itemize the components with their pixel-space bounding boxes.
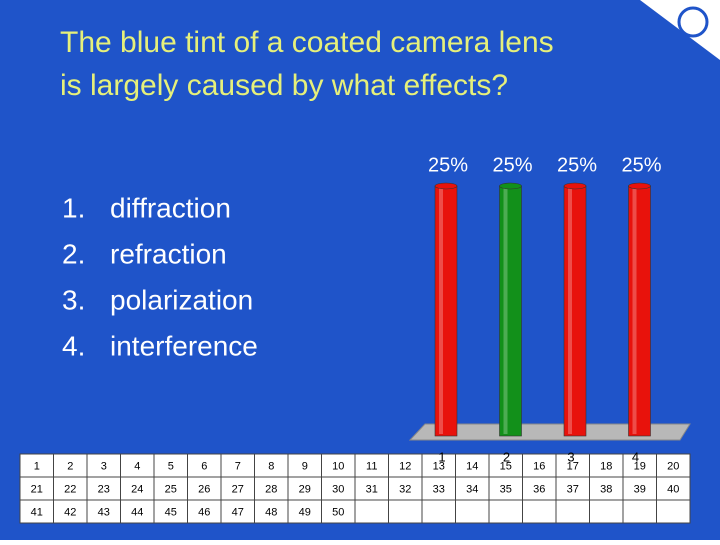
option-text: refraction (110, 238, 227, 269)
grid-number: 10 (332, 460, 344, 472)
bar-cap (499, 182, 522, 190)
value-label: 25% (557, 154, 597, 176)
grid-number: 41 (31, 506, 43, 518)
grid-cell (589, 499, 624, 524)
category-label: 1 (438, 449, 445, 464)
grid-number: 34 (466, 483, 478, 495)
chart-floor (408, 423, 691, 441)
grid-number: 20 (667, 460, 679, 472)
grid-number: 15 (500, 460, 512, 472)
bar-cap (563, 182, 587, 190)
title-line: The blue tint of a coated camera lens (60, 26, 554, 59)
grid-number: 46 (198, 506, 210, 518)
grid-number: 44 (131, 506, 143, 518)
grid-number: 28 (265, 483, 277, 495)
bar-highlight (503, 188, 508, 434)
title-line: is largely caused by what effects? (60, 69, 508, 102)
grid-number: 23 (98, 483, 110, 495)
grid-cell (421, 499, 456, 524)
bar (628, 185, 651, 437)
grid-number: 13 (433, 460, 445, 472)
grid-number: 47 (232, 506, 244, 518)
option-text: interference (110, 330, 258, 361)
logo-icon (677, 6, 709, 38)
grid-cell (488, 499, 523, 524)
grid-number: 49 (299, 506, 311, 518)
grid-number: 45 (165, 506, 177, 518)
grid-number: 30 (332, 483, 344, 495)
grid-number: 21 (31, 483, 43, 495)
category-label: 3 (567, 449, 574, 464)
bar (499, 185, 522, 437)
grid-number: 35 (500, 483, 512, 495)
grid-cell (656, 499, 691, 524)
grid-number: 43 (98, 506, 110, 518)
bar-cap (434, 182, 458, 190)
option-number: 3. (62, 284, 85, 315)
value-label: 25% (428, 154, 468, 176)
grid-number: 11 (366, 460, 377, 472)
option-number: 1. (62, 192, 85, 223)
grid-number: 18 (600, 460, 612, 472)
bar-highlight (568, 188, 572, 434)
grid-number: 4 (134, 460, 140, 472)
value-label: 25% (492, 154, 532, 176)
grid-number: 17 (567, 460, 579, 472)
grid-number: 38 (600, 483, 612, 495)
grid-number: 31 (366, 483, 378, 495)
grid-number: 9 (302, 460, 308, 472)
grid-number: 40 (667, 483, 679, 495)
option-text: diffraction (110, 192, 231, 223)
grid-number: 48 (265, 506, 277, 518)
grid-number: 19 (634, 460, 646, 472)
grid-cell (354, 499, 389, 524)
grid-cell (522, 499, 557, 524)
grid-number: 1 (34, 460, 40, 472)
grid-number: 36 (533, 483, 545, 495)
grid-number: 25 (165, 483, 177, 495)
grid-number: 33 (433, 483, 445, 495)
grid-cell (622, 499, 657, 524)
grid-cell (455, 499, 490, 524)
grid-number: 16 (533, 460, 545, 472)
grid-number: 7 (235, 460, 241, 472)
grid-number: 26 (198, 483, 210, 495)
grid-number: 42 (64, 506, 76, 518)
option-number: 2. (62, 238, 85, 269)
grid-number: 8 (268, 460, 274, 472)
bar (434, 185, 458, 437)
grid-cell (388, 499, 423, 524)
grid-number: 29 (299, 483, 311, 495)
grid-cell (555, 499, 590, 524)
grid-number: 12 (399, 460, 411, 472)
grid-number: 24 (131, 483, 143, 495)
grid-number: 5 (168, 460, 174, 472)
bar (563, 185, 587, 437)
grid-number: 22 (64, 483, 76, 495)
bar-cap (628, 182, 651, 190)
grid-number: 27 (232, 483, 244, 495)
bar-highlight (632, 188, 637, 434)
grid-number: 50 (332, 506, 344, 518)
grid-number: 2 (67, 460, 73, 472)
grid-number: 14 (466, 460, 478, 472)
grid-number: 3 (101, 460, 107, 472)
grid-number: 37 (567, 483, 579, 495)
value-label: 25% (621, 154, 661, 176)
category-label: 2 (503, 449, 510, 464)
option-text: polarization (110, 284, 253, 315)
grid-number: 32 (399, 483, 411, 495)
grid-number: 6 (201, 460, 207, 472)
option-number: 4. (62, 330, 85, 361)
bar-highlight (439, 188, 443, 434)
category-label: 4 (632, 449, 639, 464)
grid-number: 39 (634, 483, 646, 495)
